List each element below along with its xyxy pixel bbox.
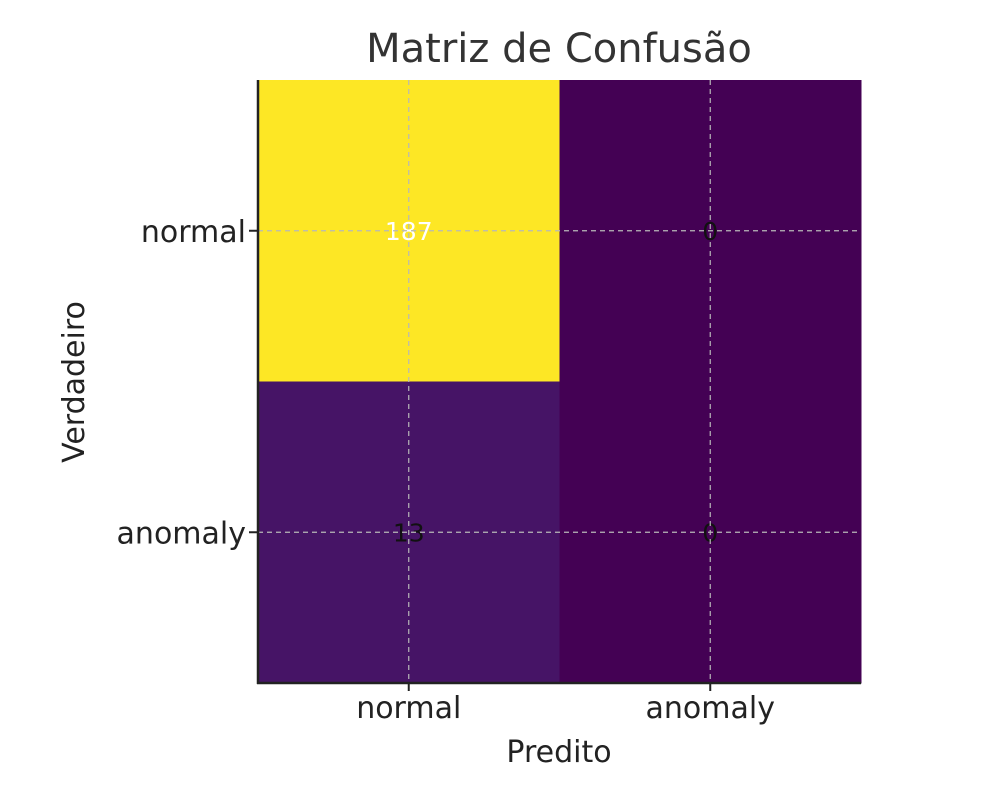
grid-lines xyxy=(258,80,861,683)
x-tick-label-anomaly: anomaly xyxy=(646,691,775,726)
axis-tick-labels: normal anomaly normal anomaly xyxy=(117,215,775,726)
y-axis-label: Verdadeiro xyxy=(57,301,92,463)
x-axis-label: Predito xyxy=(506,735,611,770)
y-tick-label-normal: normal xyxy=(141,215,246,250)
cell-value-normal-normal: 187 xyxy=(385,217,433,246)
x-tick-label-normal: normal xyxy=(356,691,461,726)
heatmap-cells xyxy=(258,80,862,684)
chart-title: Matriz de Confusão xyxy=(366,26,752,72)
axis-ticks xyxy=(249,229,712,691)
y-tick-label-anomaly: anomaly xyxy=(117,516,246,551)
heatmap-cell-normal-normal xyxy=(258,80,560,382)
